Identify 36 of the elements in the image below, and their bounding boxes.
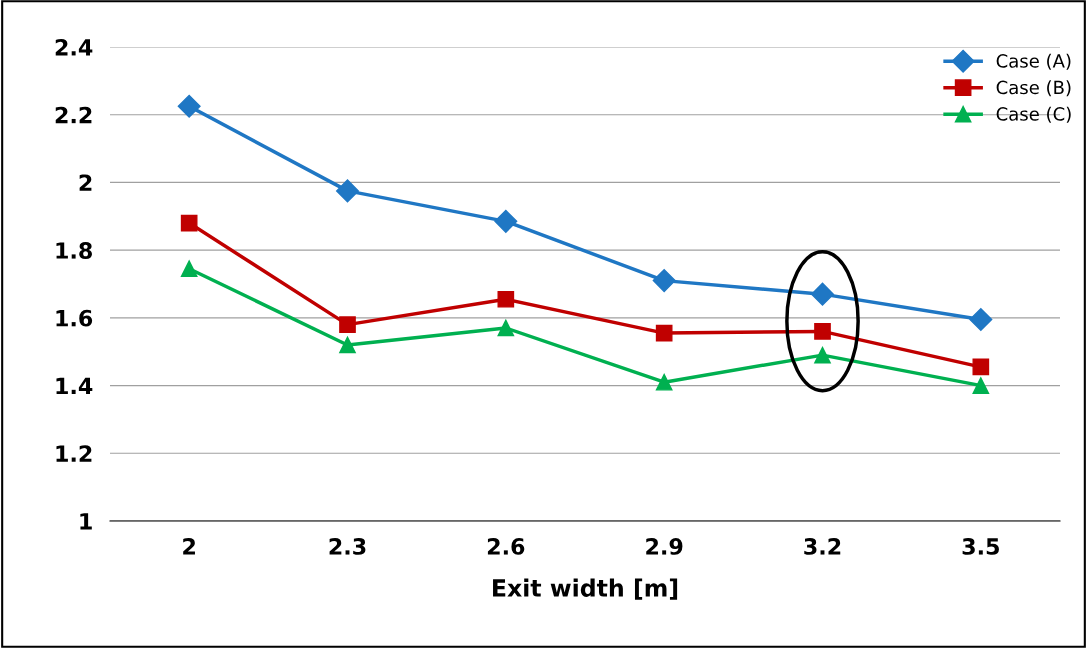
y-tick-label: 1.6: [56, 309, 93, 327]
point: [180, 214, 198, 232]
point: [336, 179, 359, 203]
point: [814, 346, 831, 364]
point: [972, 358, 990, 376]
point: [655, 324, 673, 342]
y-tick-label: 2.4: [55, 38, 93, 56]
legend-label: Case (A): [996, 53, 1071, 70]
x-axis-title: Exit width [m]: [493, 578, 678, 600]
y-tick-label: 2.2: [55, 106, 92, 124]
y-tick-label: 1.2: [56, 445, 92, 462]
y-tick-label: 2: [79, 174, 92, 191]
point: [339, 316, 356, 333]
point: [969, 308, 993, 332]
point: [177, 94, 201, 118]
point: [494, 209, 518, 233]
x-tick-label: 3.5: [962, 538, 999, 555]
x-tick-label: 2.9: [646, 538, 683, 555]
x-tick-label: 2.3: [329, 538, 366, 555]
point: [655, 373, 673, 391]
x-tick-label: 3.2: [804, 538, 841, 555]
point: [497, 319, 515, 337]
y-tick-label: 1: [80, 513, 92, 530]
point: [339, 336, 356, 354]
point: [811, 282, 834, 306]
y-tick-label: 1.4: [56, 377, 93, 395]
x-tick-label: 2: [183, 538, 195, 555]
point: [814, 323, 831, 340]
x-tick-label: 2.6: [487, 538, 525, 555]
point: [972, 377, 990, 394]
legend-label: Case (B): [996, 80, 1071, 97]
point: [180, 260, 198, 278]
y-tick-label: 1.8: [56, 242, 92, 259]
point: [497, 290, 515, 308]
legend-label: Case (C): [996, 106, 1071, 123]
point: [652, 269, 676, 293]
